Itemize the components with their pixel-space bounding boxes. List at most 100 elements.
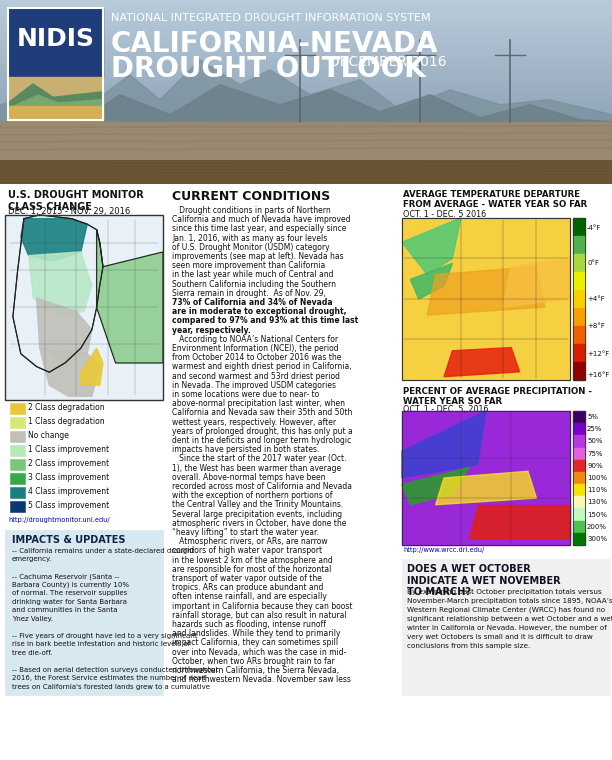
Bar xyxy=(0,128,612,130)
Bar xyxy=(0,16,612,18)
Text: tree die-off.: tree die-off. xyxy=(12,650,53,656)
Text: Ynez Valley.: Ynez Valley. xyxy=(12,616,53,622)
Text: hazards such as flooding, intense runoff: hazards such as flooding, intense runoff xyxy=(172,620,326,629)
Text: important in California because they can boost: important in California because they can… xyxy=(172,602,353,610)
Bar xyxy=(0,122,612,160)
Bar xyxy=(0,8,612,10)
Text: 1 Class degradation: 1 Class degradation xyxy=(28,417,105,426)
Bar xyxy=(0,70,612,72)
Text: 75%: 75% xyxy=(587,451,602,457)
Text: are in moderate to exceptional drought,: are in moderate to exceptional drought, xyxy=(172,307,346,316)
Text: impacts have persisted in both states.: impacts have persisted in both states. xyxy=(172,445,319,454)
Bar xyxy=(573,290,585,308)
Text: No change: No change xyxy=(28,432,69,441)
Bar xyxy=(573,218,585,380)
Polygon shape xyxy=(402,218,461,274)
Polygon shape xyxy=(21,219,87,261)
Bar xyxy=(573,411,585,545)
Bar xyxy=(0,141,612,144)
Bar xyxy=(573,218,585,236)
Bar xyxy=(0,144,612,146)
Text: 130%: 130% xyxy=(587,499,607,505)
Bar xyxy=(10,473,25,484)
Text: from October 2014 to October 2016 was the: from October 2014 to October 2016 was th… xyxy=(172,353,341,363)
Polygon shape xyxy=(402,467,469,505)
Text: CURRENT CONDITIONS: CURRENT CONDITIONS xyxy=(172,190,330,203)
Text: 150%: 150% xyxy=(587,511,607,518)
Bar xyxy=(0,72,612,74)
Text: with the exception of northern portions of: with the exception of northern portions … xyxy=(172,491,332,500)
Bar xyxy=(0,74,612,76)
Bar xyxy=(573,472,585,484)
Bar xyxy=(0,52,612,54)
Text: +12°F: +12°F xyxy=(587,351,610,357)
Text: IMPACTS & UPDATES: IMPACTS & UPDATES xyxy=(12,535,125,545)
Text: 4 Class improvement: 4 Class improvement xyxy=(28,487,110,496)
Text: rainfall storage, but can also result in natural: rainfall storage, but can also result in… xyxy=(172,611,346,619)
Bar xyxy=(402,218,570,380)
Bar xyxy=(573,411,585,423)
Bar xyxy=(8,8,103,120)
Polygon shape xyxy=(0,85,612,160)
Text: +4°F: +4°F xyxy=(587,296,605,302)
Bar xyxy=(573,460,585,472)
Text: U.S. DROUGHT MONITOR
CLASS CHANGE: U.S. DROUGHT MONITOR CLASS CHANGE xyxy=(8,190,144,211)
Bar xyxy=(0,100,612,102)
Text: drinking water for Santa Barbara: drinking water for Santa Barbara xyxy=(12,599,127,605)
Text: Jan. 1, 2016, with as many as four levels: Jan. 1, 2016, with as many as four level… xyxy=(172,233,327,242)
Text: in the last year while much of Central and: in the last year while much of Central a… xyxy=(172,271,334,280)
Bar xyxy=(0,96,612,98)
Text: Southern California including the Southern: Southern California including the Southe… xyxy=(172,280,336,289)
Bar xyxy=(0,118,612,120)
Bar xyxy=(10,501,25,512)
Text: of U.S. Drought Monitor (USDM) category: of U.S. Drought Monitor (USDM) category xyxy=(172,242,330,252)
Bar xyxy=(573,496,585,508)
Bar xyxy=(0,80,612,82)
Text: November-March precipitation totals since 1895, NOAA’s: November-March precipitation totals sinc… xyxy=(407,598,612,604)
Text: above-normal precipitation last winter, when: above-normal precipitation last winter, … xyxy=(172,399,345,408)
Text: are responsible for most of the horizontal: are responsible for most of the horizont… xyxy=(172,565,331,574)
Bar xyxy=(0,58,612,60)
Bar xyxy=(0,60,612,62)
Bar xyxy=(10,487,25,498)
Bar xyxy=(0,44,612,46)
Text: -- Cachuma Reservoir (Santa --: -- Cachuma Reservoir (Santa -- xyxy=(12,574,119,580)
Text: 3 Class improvement: 3 Class improvement xyxy=(28,473,110,483)
Text: recorded across most of California and Nevada: recorded across most of California and N… xyxy=(172,482,352,491)
Bar xyxy=(0,50,612,52)
Bar xyxy=(0,18,612,20)
Bar xyxy=(0,131,612,134)
Text: Environment Information (NCEI), the period: Environment Information (NCEI), the peri… xyxy=(172,344,338,353)
Bar xyxy=(0,22,612,24)
Bar xyxy=(573,448,585,460)
Text: Several large precipitation events, including: Several large precipitation events, incl… xyxy=(172,509,342,518)
Bar xyxy=(0,120,612,122)
Polygon shape xyxy=(444,347,520,377)
Bar xyxy=(0,108,612,109)
Polygon shape xyxy=(503,258,570,307)
Text: Sierra remain in drought.  As of Nov. 29,: Sierra remain in drought. As of Nov. 29, xyxy=(172,289,326,298)
Bar xyxy=(0,116,612,118)
Text: DECEMBER 2016: DECEMBER 2016 xyxy=(329,55,447,69)
Text: 100%: 100% xyxy=(587,475,607,481)
Bar xyxy=(0,146,612,147)
Polygon shape xyxy=(411,263,452,299)
Text: 73% of California and 34% of Nevada: 73% of California and 34% of Nevada xyxy=(172,298,333,307)
Bar xyxy=(0,46,612,48)
Bar xyxy=(5,530,163,695)
Text: NIDIS: NIDIS xyxy=(17,27,94,51)
Text: http://www.wrcc.dri.edu/: http://www.wrcc.dri.edu/ xyxy=(403,547,484,553)
Bar xyxy=(0,24,612,26)
Text: the Central Valley and the Trinity Mountains.: the Central Valley and the Trinity Mount… xyxy=(172,500,343,509)
Text: DROUGHT OUTLOOK: DROUGHT OUTLOOK xyxy=(111,55,426,83)
Text: October, when two ARs brought rain to far: October, when two ARs brought rain to fa… xyxy=(172,657,335,666)
Bar xyxy=(0,4,612,6)
Text: transport of water vapor outside of the: transport of water vapor outside of the xyxy=(172,574,322,583)
Text: -- Based on aerial detection surveys conducted throughout: -- Based on aerial detection surveys con… xyxy=(12,667,218,673)
Polygon shape xyxy=(427,267,545,315)
Bar xyxy=(573,508,585,521)
Bar xyxy=(0,92,612,93)
Bar xyxy=(0,66,612,68)
Bar xyxy=(573,272,585,290)
Bar xyxy=(5,215,163,400)
